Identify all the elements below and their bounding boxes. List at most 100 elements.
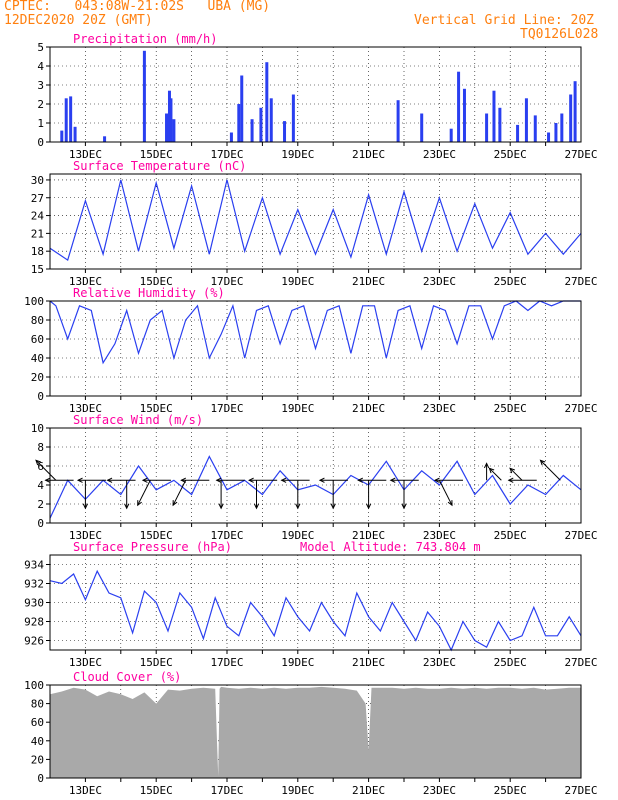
wind-arrow-head	[318, 477, 325, 483]
wind-arrow	[509, 467, 523, 481]
xtick-label-wind: 25DEC	[494, 529, 527, 542]
series-line-pres	[49, 569, 582, 652]
xtick-label-pres: 23DEC	[423, 656, 456, 669]
xtick-label-temp: 15DEC	[140, 275, 173, 288]
panel-frame-wind	[49, 427, 582, 524]
panel-title-pres: Surface Pressure (hPa)	[73, 540, 232, 554]
ytick-label-wind: 6	[37, 460, 44, 473]
xtick-label-precip: 23DEC	[423, 148, 456, 161]
ytick-label-precip: 5	[37, 41, 44, 54]
xtick-label-pres: 27DEC	[564, 656, 597, 669]
ytick-label-precip: 1	[37, 117, 44, 130]
precip-bar	[269, 98, 273, 142]
wind-arrow-head	[124, 503, 130, 510]
precip-bar	[533, 115, 537, 142]
xtick-label-pres: 13DEC	[69, 656, 102, 669]
precip-bar	[420, 113, 424, 142]
xtick-label-rh: 17DEC	[210, 402, 243, 415]
xtick-label-rh: 23DEC	[423, 402, 456, 415]
xtick-label-cloud: 21DEC	[352, 784, 385, 797]
precip-bar	[69, 96, 73, 142]
precip-bar	[462, 88, 466, 142]
wind-arrow-head	[401, 503, 407, 510]
ytick-label-temp: 30	[31, 174, 44, 187]
xtick-label-wind: 19DEC	[281, 529, 314, 542]
xtick-label-rh: 27DEC	[564, 402, 597, 415]
ytick-label-rh: 0	[37, 390, 44, 403]
wind-arrow-head	[172, 500, 178, 507]
precip-bar	[547, 132, 551, 142]
ytick-label-precip: 2	[37, 98, 44, 111]
wind-arrow-head	[389, 477, 396, 483]
xtick-label-precip: 21DEC	[352, 148, 385, 161]
xtick-label-pres: 21DEC	[352, 656, 385, 669]
wind-arrow-head	[447, 500, 453, 507]
wind-arrow-head	[507, 477, 514, 483]
xtick-label-pres: 25DEC	[494, 656, 527, 669]
xtick-label-temp: 23DEC	[423, 275, 456, 288]
xtick-label-temp: 27DEC	[564, 275, 597, 288]
precip-bar	[492, 90, 496, 142]
wind-arrow-head	[44, 477, 51, 483]
precip-bar	[142, 50, 146, 142]
wind-arrow-head	[76, 477, 83, 483]
precip-bar	[103, 136, 107, 142]
series-line-temp	[49, 179, 582, 262]
wind-arrow-head	[218, 503, 224, 510]
xtick-label-temp: 25DEC	[494, 275, 527, 288]
panel-frame-cloud	[49, 684, 582, 779]
precip-bar	[259, 107, 263, 142]
precip-bar	[283, 121, 287, 142]
ytick-label-pres: 932	[24, 578, 44, 591]
xtick-label-precip: 25DEC	[494, 148, 527, 161]
xtick-label-temp: 17DEC	[210, 275, 243, 288]
ytick-label-cloud: 20	[31, 753, 44, 766]
ytick-label-temp: 27	[31, 192, 44, 205]
xtick-label-cloud: 15DEC	[140, 784, 173, 797]
ytick-label-temp: 21	[31, 227, 44, 240]
wind-arrow-head	[365, 503, 372, 510]
ytick-label-wind: 4	[37, 479, 44, 492]
wind-arrow-head	[106, 477, 113, 483]
precip-bar	[237, 104, 241, 142]
xtick-label-wind: 13DEC	[69, 529, 102, 542]
wind-arrow-head	[483, 462, 490, 469]
ytick-label-wind: 10	[31, 422, 44, 435]
ytick-label-wind: 2	[37, 498, 44, 511]
wind-arrow-head	[433, 477, 440, 483]
precip-bar	[449, 128, 453, 142]
wind-arrow-head	[215, 477, 222, 483]
wind-arrow-head	[357, 477, 364, 483]
ytick-label-temp: 18	[31, 245, 44, 258]
ytick-label-temp: 24	[31, 210, 45, 223]
panel-title-wind: Surface Wind (m/s)	[73, 413, 203, 427]
ytick-label-temp: 15	[31, 263, 44, 276]
ytick-label-rh: 20	[31, 371, 44, 384]
xtick-label-cloud: 27DEC	[564, 784, 597, 797]
xtick-label-precip: 19DEC	[281, 148, 314, 161]
header-line3-right: TQ0126L028	[520, 27, 599, 42]
ytick-label-precip: 0	[37, 136, 44, 149]
wind-arrow	[438, 480, 453, 506]
panel-title-temp: Surface Temperature (nC)	[73, 159, 246, 173]
xtick-label-wind: 27DEC	[564, 529, 597, 542]
wind-arrow-head	[180, 477, 187, 483]
ytick-label-pres: 930	[24, 597, 44, 610]
precip-bar	[569, 94, 573, 142]
precip-bar	[73, 126, 77, 142]
ytick-label-rh: 80	[31, 314, 44, 327]
precip-bar	[516, 124, 520, 142]
xtick-label-cloud: 23DEC	[423, 784, 456, 797]
xtick-label-wind: 21DEC	[352, 529, 385, 542]
ytick-label-cloud: 80	[31, 698, 44, 711]
xtick-label-wind: 17DEC	[210, 529, 243, 542]
ytick-label-wind: 8	[37, 441, 44, 454]
ytick-label-precip: 3	[37, 79, 44, 92]
xtick-label-rh: 19DEC	[281, 402, 314, 415]
ytick-label-pres: 926	[24, 635, 44, 648]
wind-arrow	[489, 467, 502, 481]
precip-bar	[396, 100, 400, 142]
wind-arrow-head	[248, 477, 254, 483]
precip-bar	[457, 71, 461, 142]
